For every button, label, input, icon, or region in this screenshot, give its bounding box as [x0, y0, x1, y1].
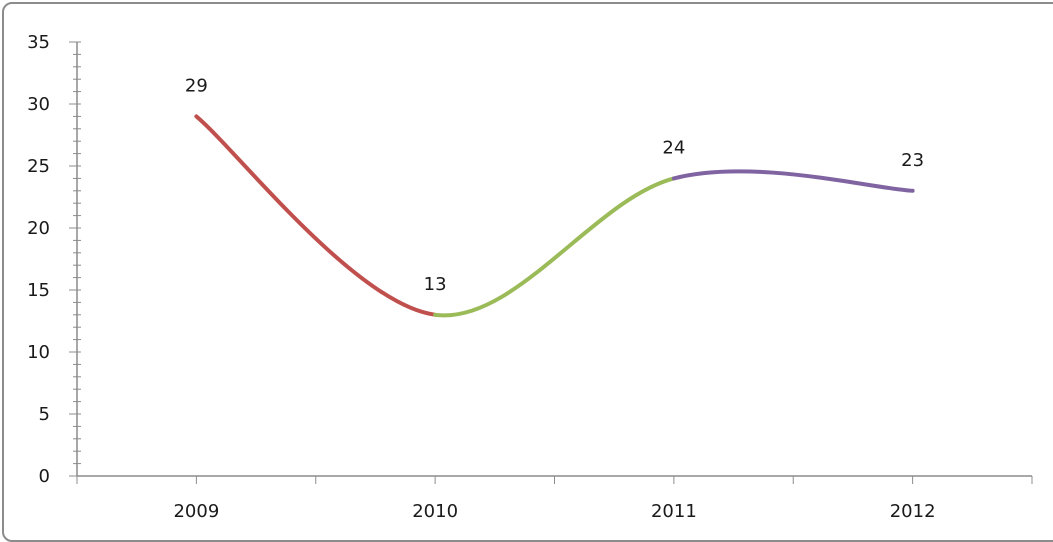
data-label: 13: [424, 274, 447, 295]
series-lines: [194, 114, 915, 318]
series-line-segment: [433, 176, 676, 318]
data-labels: 29 13 24 23: [185, 75, 924, 294]
data-label: 29: [185, 75, 208, 96]
series-line-segment: [671, 169, 915, 193]
x-tick-label: 2009: [173, 501, 219, 522]
x-axis-labels: 2009 2010 2011 2012: [173, 501, 935, 522]
x-tick-label: 2011: [651, 501, 697, 522]
y-tick-label: 0: [39, 466, 50, 487]
y-tick-label: 35: [27, 32, 50, 53]
x-tick-label: 2010: [412, 501, 458, 522]
axes: [69, 41, 1033, 484]
y-tick-label: 5: [39, 404, 50, 425]
y-tick-label: 30: [27, 94, 50, 115]
y-axis-labels: 0 5 10 15 20 25 30 35: [27, 32, 50, 487]
data-label: 24: [662, 137, 685, 158]
y-tick-label: 15: [27, 280, 50, 301]
y-tick-label: 25: [27, 156, 50, 177]
series-line-segment: [194, 114, 438, 317]
data-label: 23: [901, 150, 924, 171]
y-tick-label: 10: [27, 342, 50, 363]
y-tick-label: 20: [27, 218, 50, 239]
x-tick-label: 2012: [890, 501, 936, 522]
